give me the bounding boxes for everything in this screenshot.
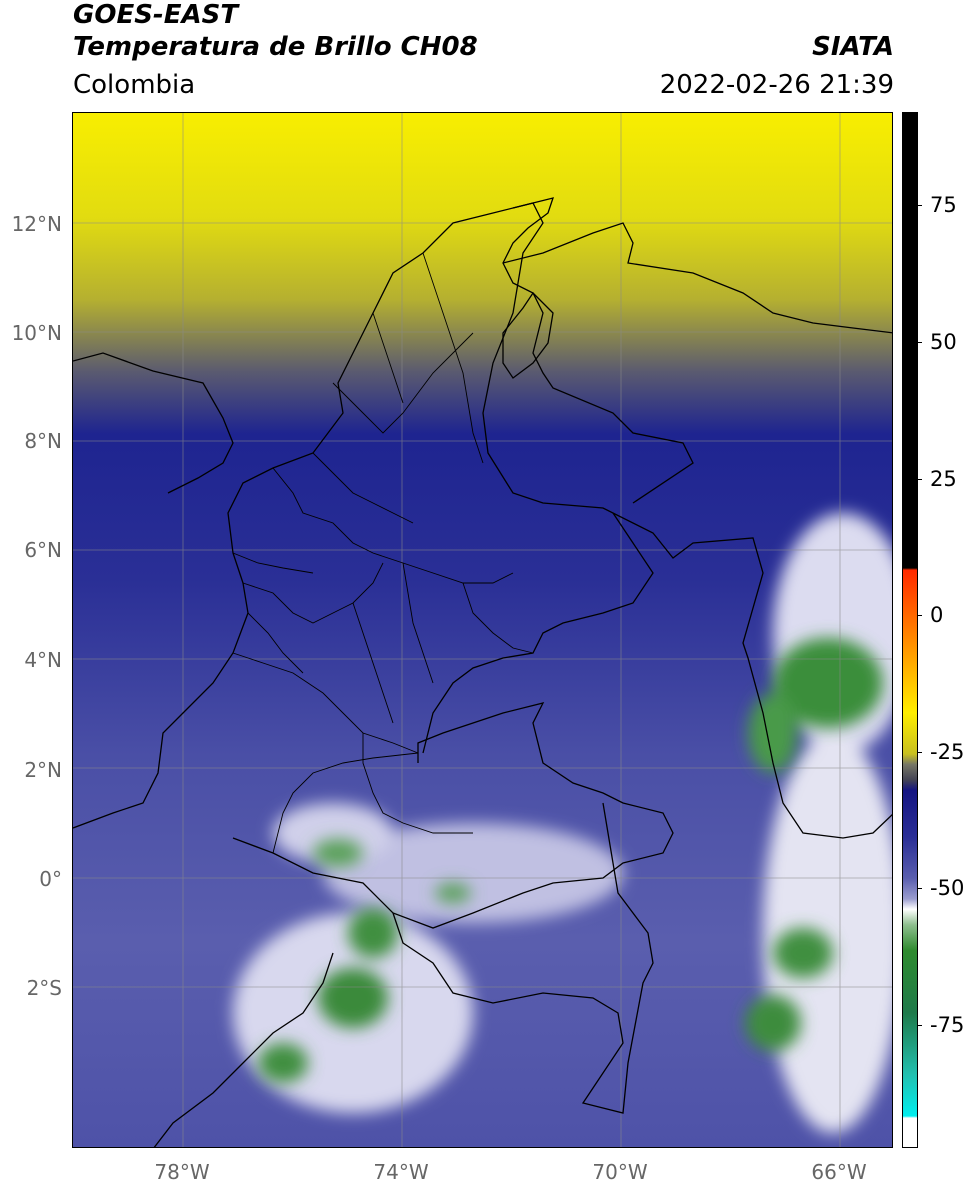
region-label: Colombia (73, 70, 196, 100)
title-product: Temperatura de Brillo CH08 (73, 32, 478, 62)
country-borders (73, 197, 892, 1147)
colorbar-tickmark (917, 888, 922, 889)
latitude-label: 2°S (26, 976, 62, 1000)
agency-label: SIATA (812, 32, 894, 62)
longitude-label: 70°W (592, 1160, 648, 1184)
colorbar-tick-label: 25 (930, 467, 957, 491)
latitude-label: 4°N (24, 648, 62, 672)
satellite-map[interactable] (72, 112, 893, 1148)
colorbar-tickmark (917, 615, 922, 616)
colorbar-tickmark (917, 205, 922, 206)
department-borders (232, 252, 534, 854)
latitude-label: 12°N (11, 212, 62, 236)
title-satellite: GOES-EAST (73, 0, 239, 30)
longitude-label: 74°W (373, 1160, 429, 1184)
map-background (73, 113, 892, 1147)
colorbar-tickmark (917, 342, 922, 343)
latitude-label: 8°N (24, 429, 62, 453)
longitude-label: 66°W (811, 1160, 867, 1184)
convection-layer (258, 638, 883, 1083)
graticule (73, 113, 892, 1147)
colorbar-tickmark (917, 752, 922, 753)
timestamp-label: 2022-02-26 21:39 (659, 70, 894, 100)
colorbar-tick-label: 75 (930, 193, 957, 217)
colorbar-tick-label: -50 (930, 876, 965, 900)
latitude-label: 10°N (11, 321, 62, 345)
colorbar-tick-label: 0 (930, 603, 944, 627)
colorbar-tick-label: -75 (930, 1013, 965, 1037)
latitude-label: 6°N (24, 538, 62, 562)
colorbar-canvas (903, 113, 917, 1147)
colorbar-tickmark (917, 1025, 922, 1026)
latitude-label: 2°N (24, 758, 62, 782)
longitude-label: 78°W (154, 1160, 210, 1184)
colorbar-tickmark (917, 479, 922, 480)
colorbar (902, 112, 918, 1148)
latitude-label: 0° (39, 867, 62, 891)
colorbar-tick-label: -25 (930, 740, 965, 764)
colorbar-tick-label: 50 (930, 330, 957, 354)
map-canvas (73, 113, 892, 1147)
